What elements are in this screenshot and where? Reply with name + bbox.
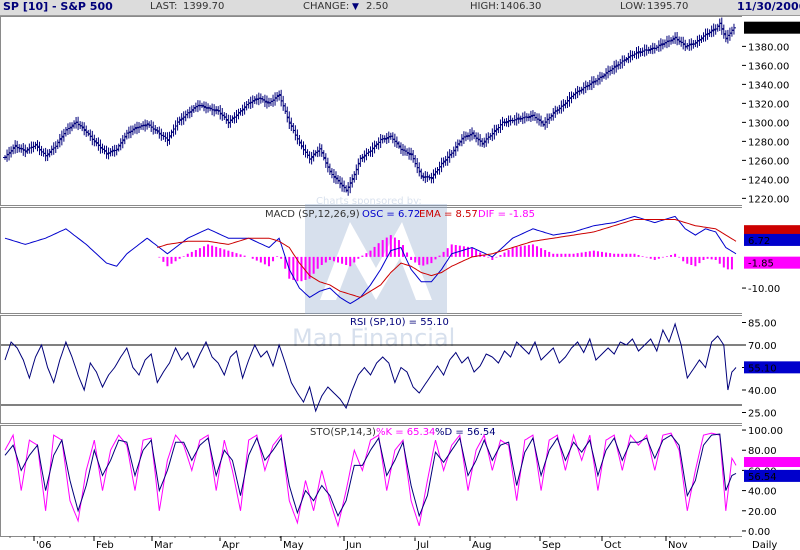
sto-d-line — [4, 433, 737, 518]
price-tick-label: 1320.00 — [748, 99, 789, 110]
price-tick-label: 1220.00 — [748, 194, 789, 205]
sponsor-line2: Man Financial — [292, 324, 455, 352]
price-tick-label: 1340.00 — [748, 80, 789, 91]
price-tick-label: 1240.00 — [748, 175, 789, 186]
sto-title: STO(SP,14,3) — [310, 427, 376, 438]
last-value: 1399.70 — [183, 1, 225, 12]
sto-tick-label: 0.00 — [748, 527, 770, 538]
change-value: 2.50 — [366, 1, 389, 12]
macd-tick-label: -10.00 — [748, 284, 780, 295]
sto-k-tag-box — [744, 457, 800, 468]
x-tick-label: Nov — [668, 540, 688, 550]
sponsor-line1: Charts sponsored by: — [316, 196, 422, 207]
price-tick-label: 1280.00 — [748, 137, 789, 148]
price-tick-label: 1300.00 — [748, 118, 789, 129]
chart-date: 11/30/2006 — [737, 0, 800, 13]
macd-osc-label: OSC = 6.72 — [362, 209, 420, 220]
macd-ema-label: EMA = 8.57 — [419, 209, 478, 220]
sto-tick-label: 100.00 — [748, 426, 783, 437]
price-last-tag: 1399.70 — [748, 24, 789, 35]
x-tick-label: Aug — [472, 540, 492, 550]
sponsor-logo-mark — [320, 222, 432, 300]
pane-frame-price — [0, 16, 743, 206]
sto-tick-label: 80.00 — [748, 446, 777, 457]
price-tick-label: 1380.00 — [748, 42, 789, 53]
x-tick-label: Sep — [542, 540, 561, 550]
pane-frame-macd — [0, 207, 743, 314]
price-bars — [3, 17, 736, 196]
rsi-tick-label: 25.00 — [748, 409, 777, 420]
macd-tag-box — [744, 233, 800, 246]
rsi-tag: 55.10 — [748, 363, 777, 374]
symbol-title: SP [10] - S&P 500 — [3, 0, 113, 13]
x-tick-label: Jul — [416, 540, 429, 550]
sto-k-line — [4, 432, 737, 528]
rsi-tick-label: 40.00 — [748, 386, 777, 397]
header-bar: SP [10] - S&P 500 LAST: 1399.70 CHANGE: … — [0, 0, 800, 16]
ema-tag-box — [744, 225, 800, 236]
x-tick-label: Apr — [222, 540, 240, 550]
rsi-title: RSI (SP,10) = 55.10 — [350, 317, 449, 328]
x-tick-label: Daily — [752, 540, 777, 550]
x-tick-label: Oct — [604, 540, 621, 550]
low-label: LOW: — [620, 1, 646, 12]
low-value: 1395.70 — [647, 1, 689, 12]
price-tick-label: 1260.00 — [748, 156, 789, 167]
ema-line — [157, 219, 737, 298]
down-arrow-icon: ▼ — [352, 2, 359, 12]
osc-tag-box — [744, 256, 800, 269]
x-tick-label: Feb — [96, 540, 114, 550]
x-tick-label: May — [283, 540, 304, 550]
price-last-tag-box — [744, 21, 800, 34]
change-label: CHANGE: — [303, 1, 350, 12]
macd-tag: 6.72 — [748, 236, 770, 247]
high-value: 1406.30 — [500, 1, 542, 12]
macd-line — [4, 215, 737, 305]
osc-tag: -1.85 — [748, 259, 774, 270]
high-label: HIGH: — [470, 1, 500, 12]
sto-k-label: %K = 65.34 — [376, 427, 435, 438]
pane-frame-sto — [0, 425, 743, 537]
sto-d-label: %D = 56.54 — [435, 427, 496, 438]
price-tick-label: 1360.00 — [748, 61, 789, 72]
macd-title: MACD (SP,12,26,9) — [265, 209, 360, 220]
rsi-line — [4, 322, 737, 413]
last-label: LAST: — [150, 1, 178, 12]
rsi-tick-label: 85.00 — [748, 319, 777, 330]
sto-d-tag-box — [744, 469, 800, 482]
rsi-tag-box — [744, 361, 800, 374]
sto-tick-label: 20.00 — [748, 507, 777, 518]
sto-tick-label: 40.00 — [748, 487, 777, 498]
x-tick-label: '06 — [36, 540, 51, 550]
sto-d-tag: 56.54 — [748, 472, 777, 483]
x-tick-label: Jun — [345, 540, 362, 550]
macd-histogram — [158, 235, 733, 282]
rsi-tick-label: 70.00 — [748, 341, 777, 352]
macd-dif-label: DIF = -1.85 — [478, 209, 535, 220]
x-tick-label: Mar — [154, 540, 174, 550]
